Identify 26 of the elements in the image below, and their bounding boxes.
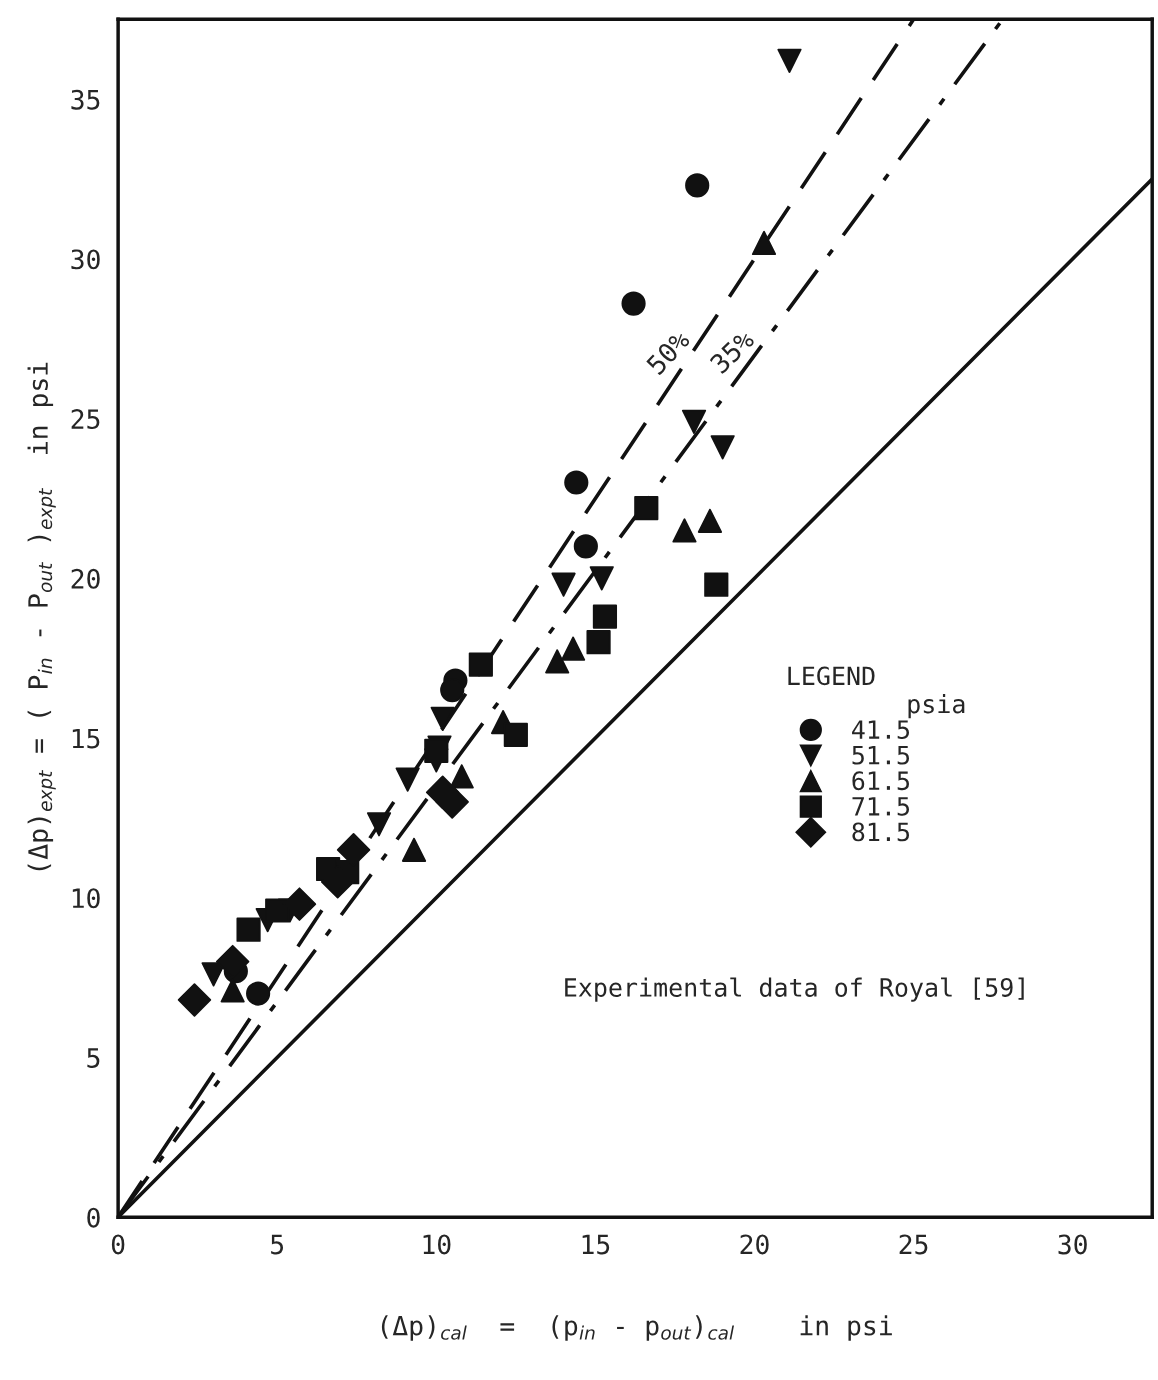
text: (Δp)$_{expt}$ = ( P$_{in}$ - P$_{out}$ )$_{expt}$ in psi xyxy=(27,362,56,871)
y-tick-label: 15 xyxy=(72,728,100,749)
text: (Δp)$_{cal}$ = (p$_{in}$ - p$_{out}$)$_{cal}$ in psi xyxy=(381,1315,892,1341)
x-tick-label: 5 xyxy=(271,1234,284,1255)
text: LEGEND psia xyxy=(788,666,965,719)
text: 50% xyxy=(645,328,691,376)
x-tick-label: 10 xyxy=(423,1234,451,1255)
legend-label: 61.5 xyxy=(852,771,910,791)
y-tick-label: 5 xyxy=(87,1048,100,1068)
text: 35% xyxy=(708,328,756,375)
annotation: Experimental data of Royal [59] xyxy=(565,977,1024,1002)
legend-label: 41.5 xyxy=(852,720,910,740)
x-tick-label: 15 xyxy=(582,1234,610,1255)
legend-label: 71.5 xyxy=(852,797,910,816)
y-tick-label: 35 xyxy=(71,89,100,110)
legend-label: 81.5 xyxy=(852,822,910,842)
x-tick-label: 30 xyxy=(1058,1234,1087,1255)
x-tick-label: 20 xyxy=(740,1234,769,1255)
legend-label: 51.5 xyxy=(852,746,910,765)
y-tick-label: 20 xyxy=(71,568,100,589)
y-tick-label: 25 xyxy=(71,409,100,430)
y-tick-label: 0 xyxy=(87,1207,100,1228)
y-tick-label: 10 xyxy=(72,888,100,909)
y-tick-label: 30 xyxy=(71,249,100,270)
x-tick-label: 25 xyxy=(899,1234,928,1255)
x-tick-label: 0 xyxy=(111,1234,125,1255)
